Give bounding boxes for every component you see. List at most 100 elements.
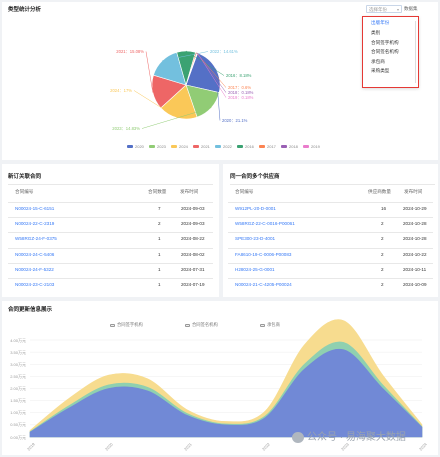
- table-cell: 2024-07-19: [181, 282, 205, 287]
- pie-label: 2019：0.18%: [228, 95, 254, 100]
- contract-link[interactable]: N00024-21-C-4205-P00024: [235, 282, 292, 287]
- pie-label: 2016：8.18%: [226, 73, 252, 78]
- legend-label: 2021: [201, 144, 210, 149]
- table-cell: 2024-10-22: [403, 251, 427, 257]
- contract-link[interactable]: W58RGZ-24-F-0375: [15, 236, 57, 242]
- dropdown-option[interactable]: 合同签字机构: [371, 40, 399, 45]
- dataset-button[interactable]: 数据集: [404, 6, 418, 11]
- table-cell: 1: [158, 282, 161, 287]
- y-tick-label: 1.50万元: [10, 398, 26, 404]
- contract-link[interactable]: SPE300-23-D-4001: [235, 236, 276, 242]
- pie-leader-line: [162, 51, 209, 62]
- table-cell: 2: [381, 251, 384, 257]
- legend-label: 2024: [179, 144, 188, 149]
- legend-swatch: [193, 145, 199, 148]
- pie-label: 2024：17%: [110, 88, 132, 93]
- table-cell: 2024-10-11: [403, 266, 427, 272]
- col-header: 发布时间: [180, 189, 199, 194]
- pie-legend-item[interactable]: 2018: [281, 144, 298, 149]
- pie-leader-line: [197, 52, 227, 98]
- y-tick-label: 1.00万元: [10, 410, 26, 416]
- contract-link[interactable]: W58RGZ-22-C-0016-P00061: [235, 221, 295, 227]
- dropdown-option[interactable]: 合同签名机构: [371, 49, 399, 54]
- pie-label: 2023：14.83%: [112, 126, 140, 131]
- legend-label: 合同签名机构: [192, 322, 218, 327]
- legend-label: 承包商: [267, 322, 280, 327]
- wechat-icon: [292, 431, 304, 443]
- pie-legend-item[interactable]: 2023: [149, 144, 166, 149]
- table-cell: 2: [381, 266, 384, 272]
- year-dropdown-menu: 出版年份 类别 合同签字机构 合同签名机构 承包商 采购类型: [362, 16, 419, 88]
- table-cell: 2024-08-02: [181, 251, 205, 257]
- dropdown-scrollbar[interactable]: [414, 21, 416, 83]
- pie-legend-item[interactable]: 2016: [237, 144, 254, 149]
- dropdown-option[interactable]: 类别: [371, 30, 381, 35]
- table-cell: 2024-08-22: [181, 236, 205, 242]
- legend-label: 2016: [245, 144, 254, 149]
- chevron-down-icon: ▾: [396, 7, 399, 12]
- table-cell: 1: [158, 236, 161, 242]
- y-tick-label: 3.50万元: [10, 349, 26, 355]
- watermark: 公众号 · 易海聚大数据: [292, 428, 406, 443]
- table-cell: 2024-10-29: [403, 206, 427, 211]
- pie-legend-item[interactable]: 2021: [193, 144, 210, 149]
- area-legend-item[interactable]: 合同签字机构: [110, 322, 143, 328]
- table-cell: 2024-10-28: [403, 221, 427, 227]
- right-table-panel: [223, 164, 438, 297]
- dropdown-option[interactable]: 出版年份: [371, 20, 390, 25]
- col-header: 合同编号: [15, 189, 34, 194]
- pie-leader-line: [215, 68, 221, 121]
- dropdown-option[interactable]: 承包商: [371, 59, 385, 64]
- pie-label: 2020：21.1%: [222, 118, 248, 123]
- watermark-text: 公众号 · 易海聚大数据: [307, 432, 406, 443]
- pie-label: 2018：0.18%: [228, 90, 254, 95]
- contract-link[interactable]: N00024-15-C-6151: [15, 206, 55, 211]
- contract-link[interactable]: N00024-23-C-2103: [15, 282, 55, 287]
- contract-link[interactable]: N00024-22-C-2319: [15, 221, 55, 227]
- left-table-title: 新订关联合同: [8, 174, 42, 180]
- area-chart-title: 合同更新信息展示: [8, 307, 53, 313]
- legend-label: 2023: [157, 144, 166, 149]
- contract-link[interactable]: W912PL-20-D-0001: [235, 206, 276, 211]
- y-tick-label: 4.00万元: [10, 337, 26, 343]
- table-cell: 2024-09-03: [181, 221, 205, 227]
- area-series[interactable]: [29, 348, 423, 438]
- legend-swatch: [281, 145, 287, 148]
- area-legend-item[interactable]: 承包商: [260, 322, 280, 328]
- contract-link[interactable]: N00024-24-F-5322: [15, 266, 54, 272]
- pie-legend-item[interactable]: 2017: [259, 144, 276, 149]
- pie-legend-item[interactable]: 2024: [171, 144, 188, 149]
- pie-label: 2022：14.61%: [210, 49, 238, 54]
- legend-swatch: [303, 145, 309, 148]
- col-header: 合同编号: [235, 189, 254, 194]
- col-header: 供应商数量: [368, 189, 391, 194]
- pie-legend-item[interactable]: 2019: [303, 144, 320, 149]
- pie-label: 2017：0.6%: [228, 85, 252, 90]
- pie-chart: [133, 50, 227, 129]
- pie-label: 2021：15.08%: [116, 49, 144, 54]
- col-header: 合同数量: [148, 189, 167, 194]
- legend-label: 2017: [267, 144, 276, 149]
- legend-label: 2020: [135, 144, 144, 149]
- contract-link[interactable]: FA8610-19-C-0006-P00083: [235, 251, 292, 257]
- table-cell: 16: [381, 206, 387, 211]
- year-select-placeholder: 选择年份: [369, 7, 387, 12]
- table-cell: 2: [381, 236, 384, 242]
- legend-swatch: [215, 145, 221, 148]
- table-cell: 2024-07-31: [181, 266, 205, 272]
- pie-leader-line: [145, 51, 154, 93]
- left-table-panel: [2, 164, 219, 297]
- contract-link[interactable]: H28024-25-G-0001: [235, 266, 275, 272]
- area-legend-item[interactable]: 合同签名机构: [185, 322, 218, 328]
- legend-swatch: [127, 145, 133, 148]
- table-cell: 2024-09-03: [181, 206, 205, 211]
- pie-legend-item[interactable]: 2022: [215, 144, 232, 149]
- table-cell: 2: [381, 282, 384, 287]
- pie-legend-item[interactable]: 2020: [127, 144, 144, 149]
- table-cell: 2: [381, 221, 384, 227]
- contract-link[interactable]: N00024-24-C-5406: [15, 251, 55, 257]
- pie-leader-line: [141, 107, 212, 129]
- dropdown-option[interactable]: 采购类型: [371, 68, 390, 73]
- year-select[interactable]: 选择年份 ▾: [366, 5, 402, 13]
